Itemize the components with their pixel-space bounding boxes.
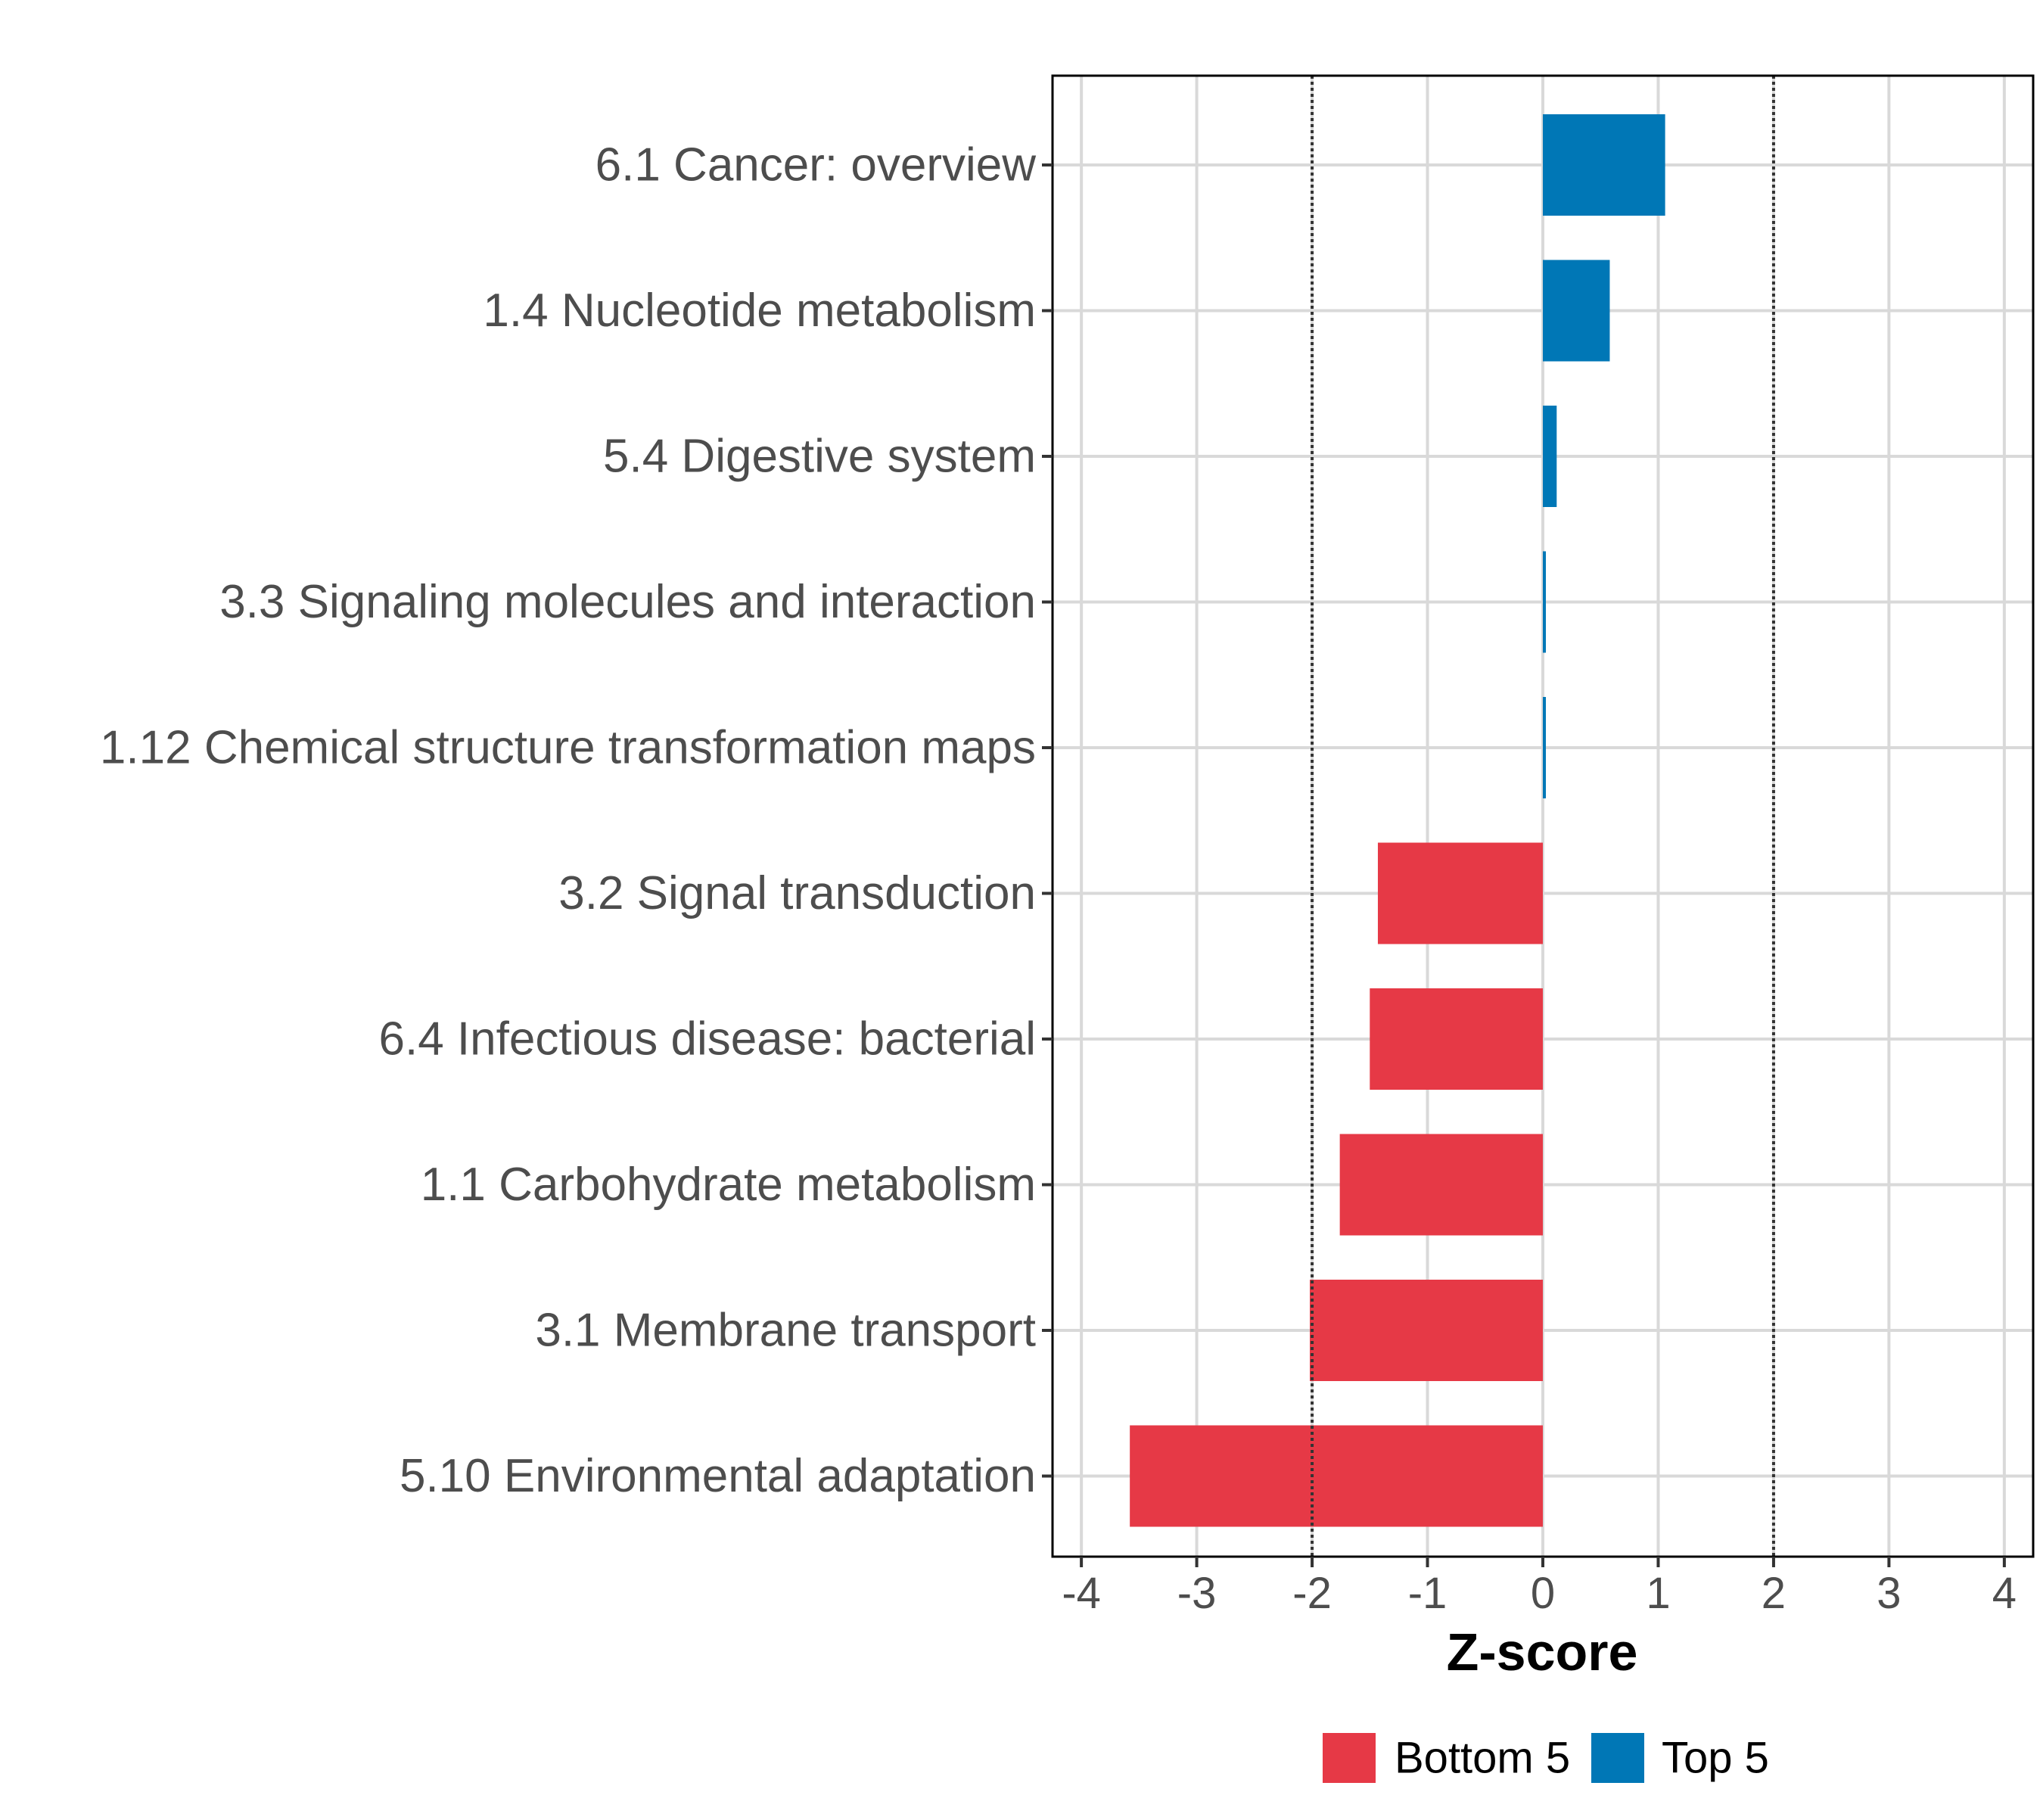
y-tick-label-6: 6.4 Infectious disease: bacterial bbox=[378, 1013, 1036, 1066]
x-axis-title: Z-score bbox=[1447, 1622, 1638, 1682]
x-tick-label-6: 2 bbox=[1762, 1569, 1786, 1618]
bar-4 bbox=[1543, 697, 1546, 798]
y-tick-label-8: 3.1 Membrane transport bbox=[535, 1305, 1036, 1357]
legend-label-0: Bottom 5 bbox=[1395, 1734, 1570, 1783]
x-tick-label-7: 3 bbox=[1877, 1569, 1901, 1618]
y-tick-label-1: 1.4 Nucleotide metabolism bbox=[483, 285, 1036, 337]
x-axis: -4 -3 -2 -1 0 1 2 3 4 bbox=[1062, 1557, 2017, 1618]
bars bbox=[1130, 114, 1665, 1527]
reference-lines bbox=[1311, 76, 1775, 1557]
x-tick-label-3: -1 bbox=[1408, 1569, 1448, 1618]
y-tick-label-2: 5.4 Digestive system bbox=[603, 431, 1036, 483]
y-tick-label-4: 1.12 Chemical structure transformation m… bbox=[100, 722, 1036, 774]
y-tick-label-5: 3.2 Signal transduction bbox=[558, 867, 1036, 919]
legend-label-1: Top 5 bbox=[1662, 1734, 1769, 1783]
legend: Bottom 5 Top 5 bbox=[1323, 1733, 1769, 1783]
x-tick-label-0: -4 bbox=[1062, 1569, 1101, 1618]
y-tick-label-9: 5.10 Environmental adaptation bbox=[400, 1450, 1036, 1502]
bar-1 bbox=[1543, 260, 1610, 362]
bar-0 bbox=[1543, 114, 1665, 216]
bar-3 bbox=[1543, 551, 1546, 653]
bar-5 bbox=[1377, 842, 1543, 944]
bar-8 bbox=[1310, 1280, 1543, 1381]
x-tick-label-8: 4 bbox=[1992, 1569, 2017, 1618]
bar-2 bbox=[1543, 406, 1557, 507]
bar-6 bbox=[1370, 988, 1543, 1090]
x-tick-label-1: -3 bbox=[1177, 1569, 1217, 1618]
legend-swatch-1 bbox=[1591, 1733, 1644, 1783]
x-tick-label-5: 1 bbox=[1646, 1569, 1670, 1618]
x-tick-label-4: 0 bbox=[1531, 1569, 1555, 1618]
y-tick-label-3: 3.3 Signaling molecules and interaction bbox=[219, 576, 1036, 628]
bar-7 bbox=[1339, 1134, 1543, 1236]
bar-9 bbox=[1130, 1425, 1543, 1527]
y-axis: 6.1 Cancer: overview 1.4 Nucleotide metab… bbox=[100, 139, 1053, 1502]
x-tick-label-2: -2 bbox=[1292, 1569, 1332, 1618]
legend-swatch-0 bbox=[1323, 1733, 1376, 1783]
y-tick-label-7: 1.1 Carbohydrate metabolism bbox=[421, 1159, 1036, 1211]
y-tick-label-0: 6.1 Cancer: overview bbox=[595, 139, 1037, 191]
